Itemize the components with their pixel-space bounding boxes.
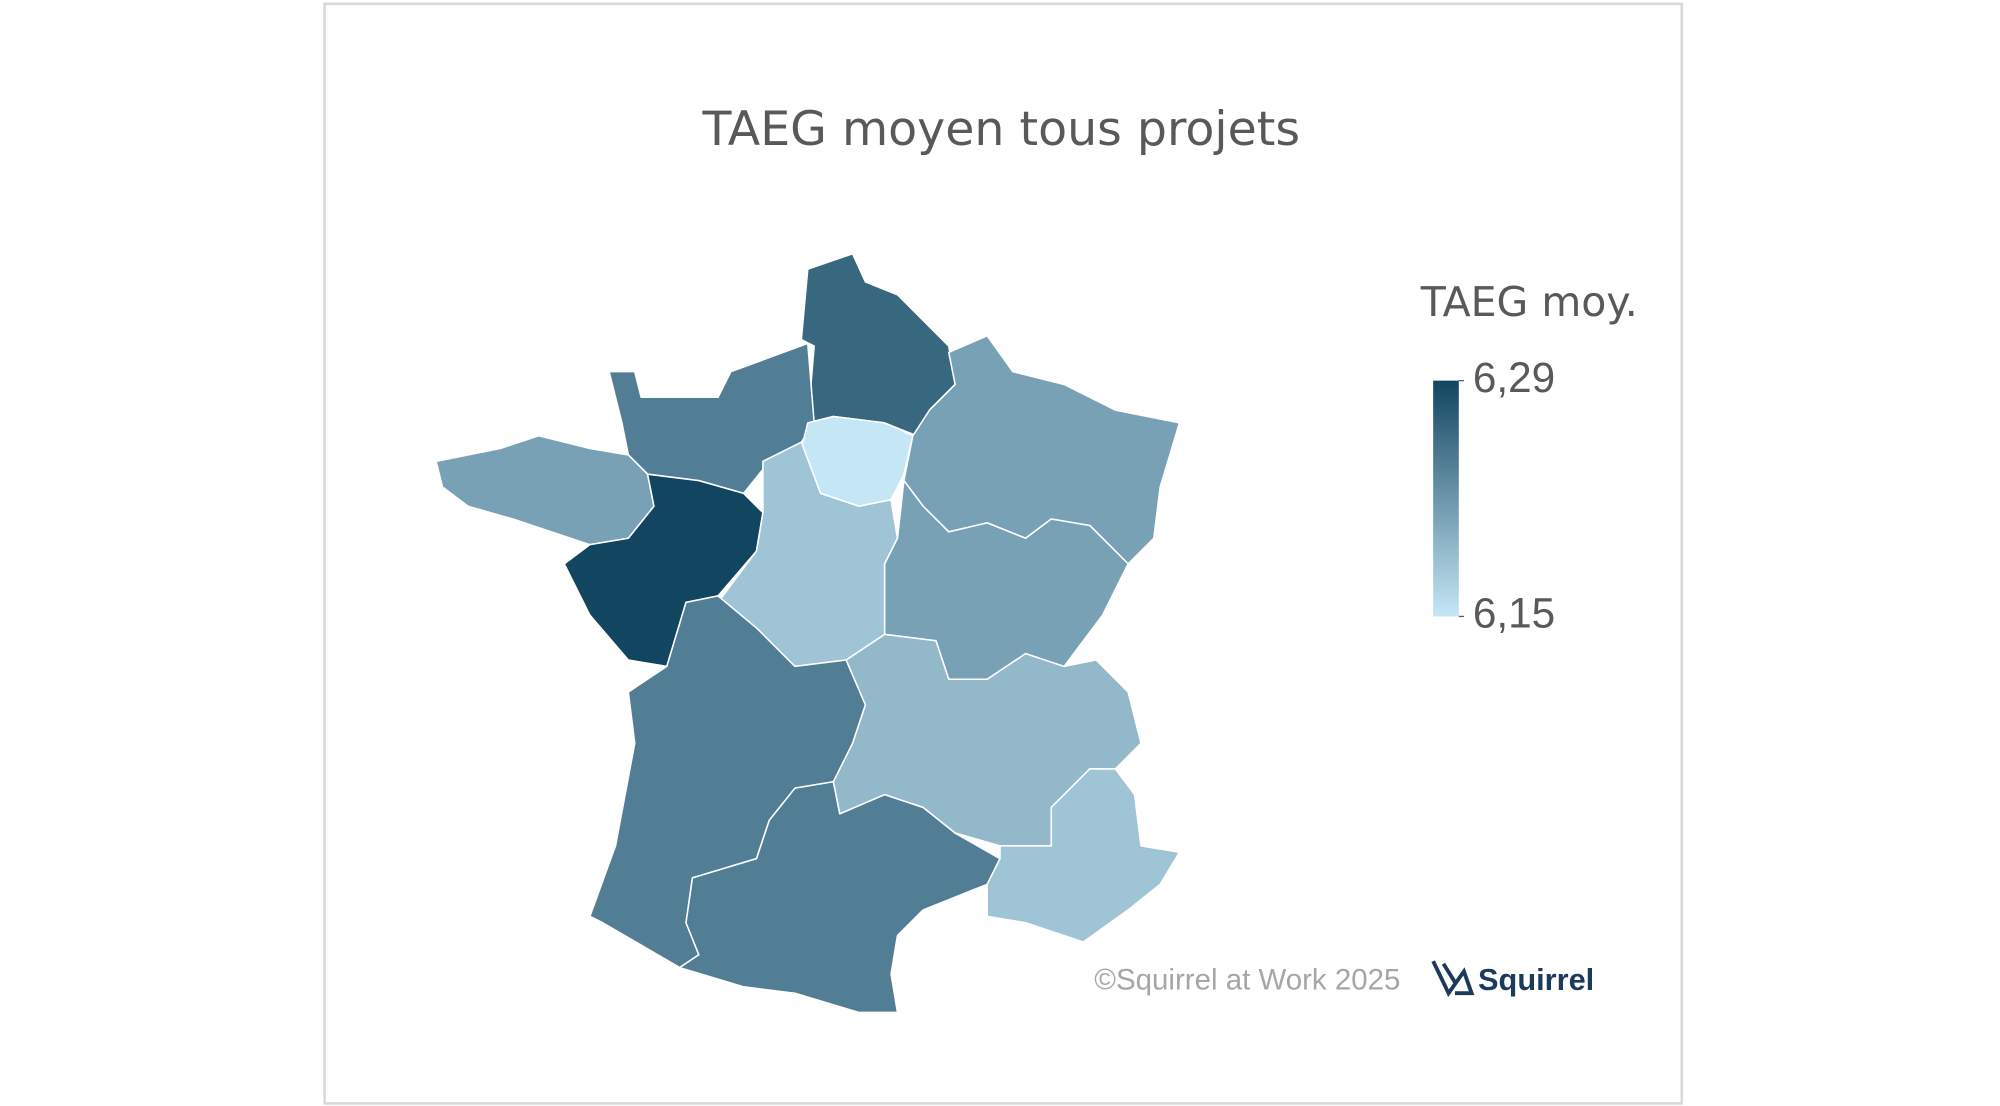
legend: 6,29 6,15 [1458, 354, 1555, 637]
credit: ©Squirrel at Work 2025 [1094, 963, 1400, 996]
chart-title: TAEG moyen tous projets [702, 102, 1301, 157]
legend-tick-label: 6,29 [1473, 354, 1555, 401]
legend-title: TAEG moy. [1420, 278, 1638, 326]
logo-icon [1431, 960, 1475, 998]
legend-tick-label: 6,15 [1473, 590, 1555, 637]
region [678, 780, 1001, 1014]
region [986, 768, 1181, 943]
region [883, 479, 1129, 681]
map [435, 252, 1181, 1014]
logo: Squirrel [1478, 962, 1594, 997]
color-scale [1433, 380, 1459, 617]
